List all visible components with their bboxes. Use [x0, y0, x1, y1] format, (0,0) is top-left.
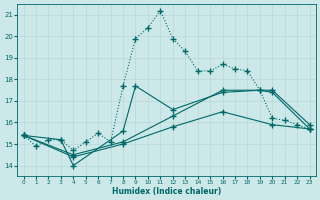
X-axis label: Humidex (Indice chaleur): Humidex (Indice chaleur)	[112, 187, 221, 196]
